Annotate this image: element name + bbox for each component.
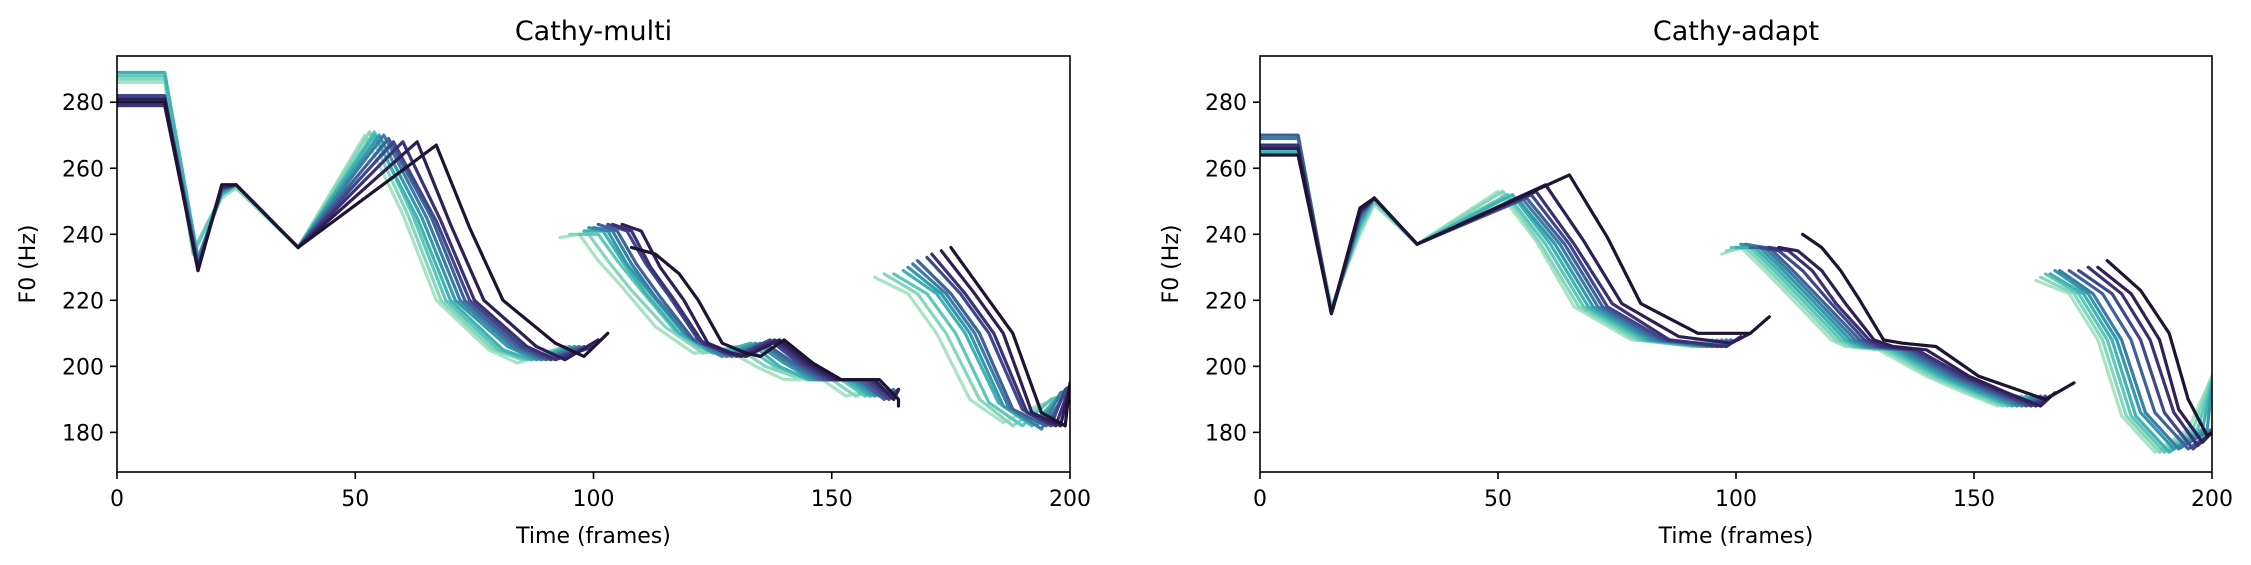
y-tick-label: 280: [62, 91, 104, 116]
series-line-2: [1260, 146, 2212, 454]
series-line-1: [117, 80, 1070, 425]
x-tick-label: 50: [341, 487, 369, 512]
series-line-3: [1260, 153, 2212, 454]
series-line-7: [117, 103, 1070, 428]
series-line-11: [1260, 153, 2212, 438]
chart-title: Cathy-multi: [515, 16, 672, 47]
y-tick-label: 180: [62, 421, 104, 446]
chart-title: Cathy-adapt: [1653, 16, 1819, 47]
ticks-group: 0 50 100 150 200 180 200 220 240 260 280: [62, 91, 1091, 512]
y-axis-label: F0 (Hz): [16, 225, 41, 304]
x-tick-label: 0: [110, 487, 124, 512]
y-tick-label: 240: [62, 223, 104, 248]
y-tick-label: 220: [62, 289, 104, 314]
y-tick-label: 200: [62, 355, 104, 380]
ticks-group: 0 50 100 150 200 180 200 220 240 260 280: [1205, 91, 2233, 512]
series-line-4: [117, 70, 1070, 428]
series-group: [117, 70, 1070, 431]
y-tick-label: 220: [1205, 289, 1247, 314]
plot-frame: [1259, 55, 2213, 473]
x-tick-label: 200: [2191, 487, 2233, 512]
series-line-4: [1260, 150, 2212, 454]
x-tick-label: 100: [1715, 487, 1757, 512]
series-line-8: [1260, 146, 2212, 451]
y-tick-label: 280: [1205, 91, 1247, 116]
y-tick-label: 260: [1205, 157, 1247, 182]
series-line-3: [117, 74, 1070, 428]
series-line-11: [117, 100, 1070, 428]
y-axis-label: F0 (Hz): [1159, 225, 1184, 304]
y-tick-label: 260: [62, 157, 104, 182]
series-line-10: [117, 97, 1070, 428]
chart-panel-left: Cathy-multi 0 50 100 150 200 180 200 220 240 260 2…: [16, 16, 1091, 549]
y-tick-label: 200: [1205, 355, 1247, 380]
series-line-9: [117, 103, 1070, 428]
y-tick-label: 240: [1205, 223, 1247, 248]
x-tick-label: 150: [1953, 487, 1995, 512]
series-line-8: [117, 94, 1070, 428]
series-line-6: [117, 97, 1070, 431]
x-axis-label: Time (frames): [1658, 524, 1814, 549]
y-tick-label: 180: [1205, 421, 1247, 446]
x-tick-label: 200: [1049, 487, 1091, 512]
chart-panel-right: Cathy-adapt 0 50 100 150 200 180 200 220 240 260 2…: [1159, 16, 2233, 549]
x-tick-label: 50: [1484, 487, 1512, 512]
series-group: [1260, 133, 2212, 454]
x-tick-label: 0: [1253, 487, 1267, 512]
x-axis-label: Time (frames): [515, 524, 671, 549]
plot-frame: [116, 55, 1071, 473]
series-line-5: [117, 100, 1070, 428]
x-tick-label: 150: [811, 487, 853, 512]
x-tick-label: 100: [573, 487, 615, 512]
series-line-1: [1260, 150, 2212, 454]
